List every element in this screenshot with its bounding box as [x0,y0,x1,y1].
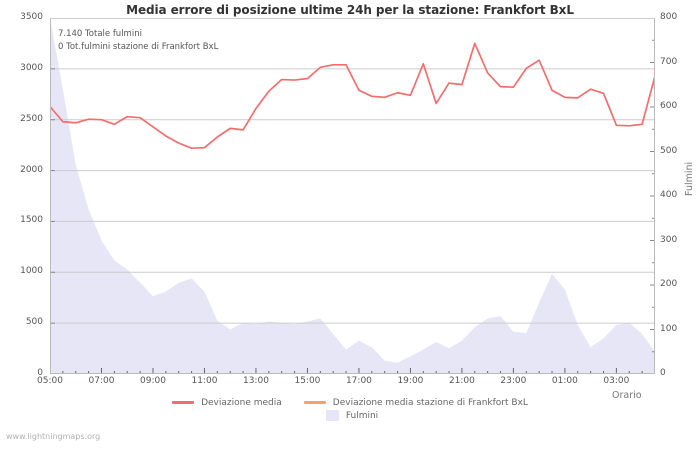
line-series-deviazione-media [50,42,655,150]
y-tick-right-0: 0 [660,368,666,378]
chart-title: Media errore di posizione ultime 24h per… [126,3,574,17]
y-tick-right-400: 400 [660,190,678,200]
y-tick-left-2500: 2500 [20,113,43,124]
plot-frame [50,18,655,374]
plot-canvas [50,18,655,374]
legend-item-deviazione-media[interactable]: Deviazione media [172,398,282,408]
x-axis-label: Orario [612,390,642,401]
y-tick-right-700: 700 [660,56,678,67]
y-tick-left-2000: 2000 [20,164,43,175]
y-tick-left-1000: 1000 [20,266,43,277]
annotation-line-1: 7.140 Totale fulmini [58,29,142,39]
x-tick-1900: 19:00 [397,376,424,386]
legend-row-primary: Deviazione media Deviazione media stazio… [0,396,700,409]
legend-row-secondary: Fulmini [0,409,700,422]
y-tick-right-600: 600 [660,101,678,111]
legend-swatch-line [303,401,326,404]
legend-label: Deviazione media stazione di Frankfort B… [332,397,528,408]
y-tick-left-3500: 3500 [20,12,43,22]
legend-label: Deviazione media [201,397,282,408]
x-tick-0700: 07:00 [88,376,115,386]
footer-attribution: www.lightningmaps.org [6,432,101,441]
x-tick-1100: 11:00 [191,376,218,386]
x-tick-1500: 15:00 [294,376,321,386]
legend-item-fulmini[interactable]: Fulmini [322,410,378,421]
chart-legend: Deviazione media Deviazione media stazio… [0,396,700,422]
x-tick-0300: 03:00 [603,376,630,386]
legend-item-deviazione-media-stazione[interactable]: Deviazione media stazione di Frankfort B… [303,397,528,408]
y-tick-right-200: 200 [660,279,678,289]
x-tick-1300: 13:00 [242,376,269,386]
lightning-annotation: 7.140 Totale fulmini 0 Tot.fulmini stazi… [58,28,218,53]
y-tick-right-300: 300 [660,234,678,245]
y-tick-left-0: 0 [37,368,43,378]
legend-label: Fulmini [345,410,379,421]
y-axis-right-label: Fulmini [684,161,695,196]
x-tick-2300: 23:00 [500,376,527,386]
x-tick-2100: 21:00 [448,376,475,386]
x-tick-1700: 17:00 [345,376,372,386]
x-tick-0500: 05:00 [37,376,63,386]
y-tick-right-100: 100 [660,323,678,334]
y-tick-right-500: 500 [660,145,678,156]
annotation-line-2: 0 Tot.fulmini stazione di Frankfort BxL [58,41,219,52]
legend-swatch-line [172,401,195,404]
x-tick-0900: 09:00 [140,376,166,386]
legend-swatch-area [325,410,339,421]
y-tick-left-500: 500 [25,317,43,328]
plot-area [50,18,655,374]
y-tick-left-3000: 3000 [20,62,43,73]
area-series-fulmini [50,18,655,374]
y-tick-right-800: 800 [660,12,678,22]
y-tick-left-1500: 1500 [20,215,43,226]
x-tick-0100: 01:00 [551,376,578,386]
